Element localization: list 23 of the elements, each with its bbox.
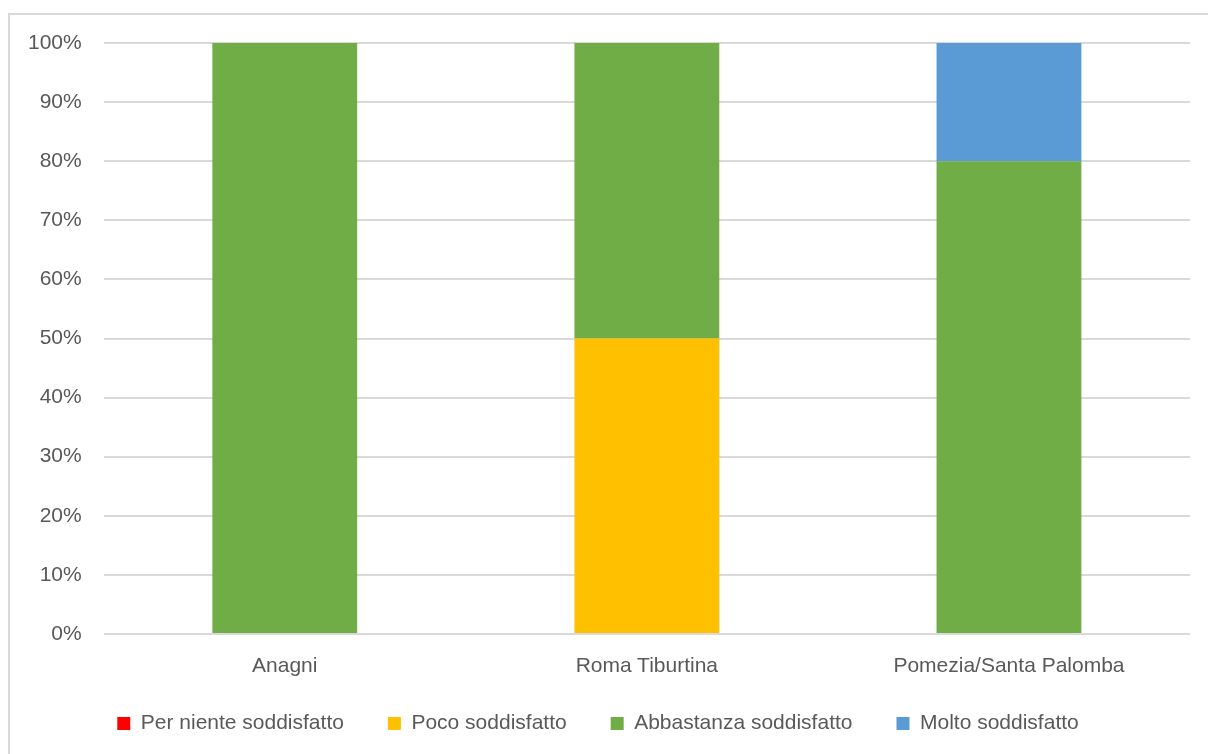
y-tick-label: 40% bbox=[39, 384, 82, 408]
bar bbox=[574, 338, 720, 633]
legend-label: Abbastanza soddisfatto bbox=[634, 710, 853, 734]
y-tick-label: 100% bbox=[27, 29, 82, 53]
x-tick-label: Roma Tiburtina bbox=[575, 653, 719, 677]
y-tick-label: 70% bbox=[39, 207, 82, 231]
legend-label: Molto soddisfatto bbox=[919, 710, 1079, 734]
bar bbox=[936, 161, 1082, 633]
y-tick-label: 50% bbox=[39, 325, 82, 349]
y-tick-label: 60% bbox=[39, 266, 82, 290]
y-tick-label: 10% bbox=[39, 561, 82, 585]
y-tick-label: 90% bbox=[39, 88, 82, 112]
bar bbox=[936, 43, 1082, 162]
bar bbox=[574, 43, 720, 339]
y-tick-label: 0% bbox=[51, 620, 82, 644]
y-tick-label: 20% bbox=[39, 502, 82, 526]
legend-label: Poco soddisfatto bbox=[411, 710, 567, 734]
y-tick-label: 30% bbox=[39, 443, 82, 467]
y-tick-label: 80% bbox=[39, 148, 82, 171]
x-tick-label: Anagni bbox=[252, 653, 318, 677]
x-tick-label: Pomezia/Santa Palomba bbox=[893, 653, 1125, 677]
legend-label: Per niente soddisfatto bbox=[140, 710, 344, 734]
bar bbox=[212, 43, 358, 633]
